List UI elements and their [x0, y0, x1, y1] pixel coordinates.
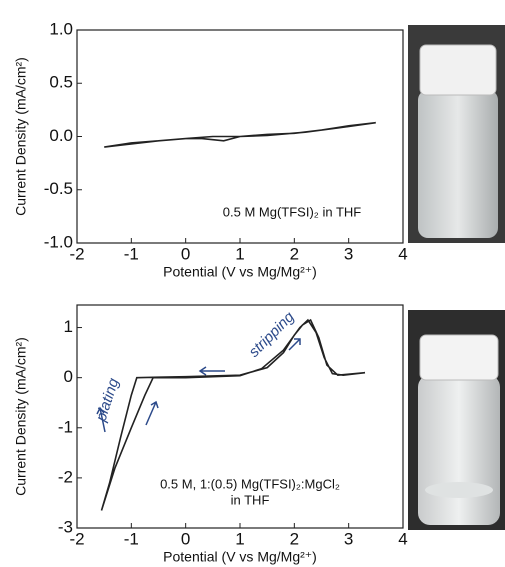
y-tick-label: -0.5	[44, 179, 73, 198]
y-tick-label: -1	[58, 417, 73, 436]
y-tick-label: 1	[64, 317, 73, 336]
x-tick-label: 3	[344, 244, 353, 263]
annotation: plating	[92, 376, 122, 425]
x-tick-label: 4	[398, 529, 407, 548]
data-line	[104, 121, 376, 148]
x-tick-label: -2	[69, 529, 84, 548]
x-tick-label: 0	[181, 529, 190, 548]
y-tick-label: -2	[58, 467, 73, 486]
x-tick-label: 1	[235, 244, 244, 263]
x-axis-label: Potential (V vs Mg/Mg²⁺)	[163, 549, 317, 565]
photo-bottom	[408, 310, 505, 530]
data-line	[100, 318, 366, 511]
annotation: in THF	[231, 492, 270, 507]
x-axis-label: Potential (V vs Mg/Mg²⁺)	[163, 264, 317, 280]
x-tick-label: 3	[344, 529, 353, 548]
annotation: stripping	[246, 308, 299, 361]
y-tick-label: 1.0	[49, 19, 73, 38]
y-tick-label: -3	[58, 517, 73, 536]
photo-top	[408, 25, 505, 243]
arrows	[96, 338, 301, 433]
y-axis-label: Current Density (mA/cm²)	[13, 57, 29, 216]
x-tick-label: -1	[124, 529, 139, 548]
y-tick-label: -1.0	[44, 232, 73, 251]
x-tick-label: -1	[124, 244, 139, 263]
x-tick-label: 1	[235, 529, 244, 548]
annotation: 0.5 M Mg(TFSI)₂ in THF	[223, 204, 361, 219]
x-tick-label: 4	[398, 244, 407, 263]
y-axis-label: Current Density (mA/cm²)	[13, 337, 29, 496]
x-tick-label: -2	[69, 244, 84, 263]
y-tick-label: 0	[64, 367, 73, 386]
y-tick-label: 0.5	[49, 73, 73, 92]
x-tick-label: 0	[181, 244, 190, 263]
annotation: 0.5 M, 1:(0.5) Mg(TFSI)₂:MgCl₂	[160, 476, 340, 491]
x-tick-label: 2	[290, 529, 299, 548]
y-tick-label: 0.0	[49, 126, 73, 145]
x-tick-label: 2	[290, 244, 299, 263]
